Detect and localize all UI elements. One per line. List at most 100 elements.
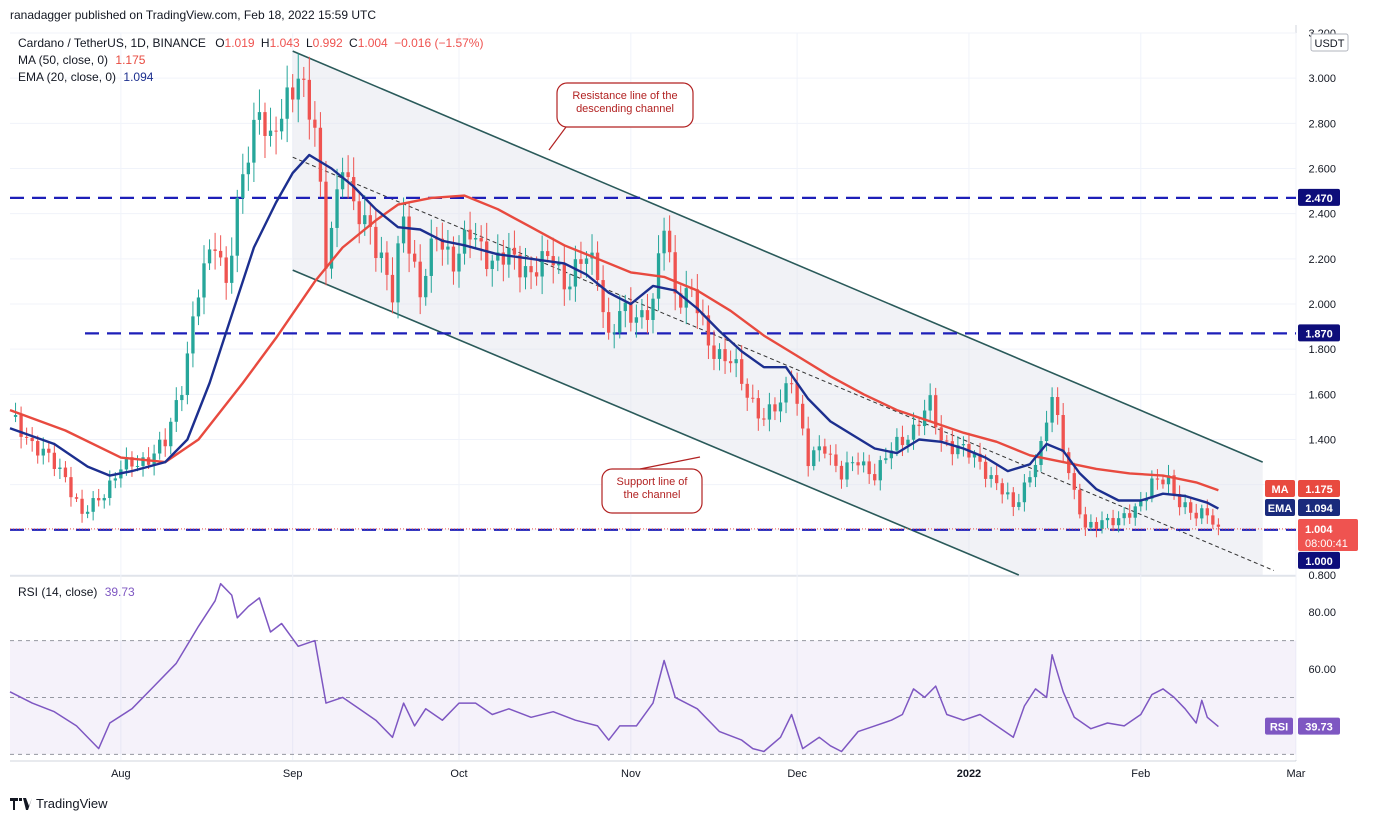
candle (158, 431, 162, 460)
level-1870-badge-bg (1298, 324, 1340, 342)
candle (97, 488, 101, 507)
candle (279, 98, 284, 140)
candle (523, 247, 528, 290)
ohlc-low: 0.992 (312, 36, 343, 50)
ohlc-open-label: O (215, 36, 225, 50)
level-2470-badge-bg (1298, 188, 1340, 206)
candle-body (158, 439, 162, 454)
candle (845, 451, 849, 488)
candle (296, 53, 300, 123)
ema-legend-value: 1.094 (123, 70, 154, 84)
candle (58, 458, 62, 480)
candle (662, 217, 666, 271)
candle (889, 442, 894, 470)
candle (734, 348, 738, 378)
candle-body (1128, 513, 1132, 518)
candle-body (1000, 483, 1004, 495)
candle (762, 407, 766, 427)
time-tick-label: Nov (621, 768, 641, 780)
candle-body (74, 497, 79, 499)
candle-body (274, 130, 278, 132)
candle (1166, 464, 1171, 494)
candle (324, 160, 328, 286)
candle-body (723, 349, 727, 362)
candle (102, 494, 106, 509)
price-tick-label: 2.000 (1308, 299, 1336, 311)
candle (501, 239, 505, 282)
rsi-badge-value-bg (1298, 717, 1340, 735)
candle (352, 157, 356, 211)
candle-body (412, 253, 417, 262)
price-tick-label: 2.400 (1308, 209, 1336, 221)
candle-body (429, 238, 433, 276)
candle-body (983, 461, 988, 479)
ma-badge-value: 1.175 (1305, 484, 1333, 496)
candle (47, 442, 51, 463)
candle (573, 245, 578, 302)
candle-body (1166, 475, 1171, 485)
ohlc-change: −0.016 (−1.57%) (394, 36, 484, 50)
candle (1139, 491, 1143, 512)
candle (795, 372, 799, 416)
candle (934, 387, 938, 435)
candle-body (1116, 518, 1121, 526)
candle-body (63, 467, 68, 478)
candle-body (307, 79, 311, 120)
candle (80, 489, 84, 523)
candle-body (1039, 441, 1043, 465)
candle-body (834, 454, 838, 466)
candle-body (424, 275, 428, 298)
candle (74, 493, 79, 502)
candle (429, 219, 433, 293)
candle (390, 257, 395, 314)
candle (1094, 517, 1099, 538)
candle-body (451, 246, 456, 272)
ohlc-high-label: H (260, 36, 270, 50)
candle (462, 220, 467, 265)
candle-body (1083, 514, 1088, 528)
candle-body (823, 446, 827, 454)
candle-body (473, 238, 478, 240)
candle (379, 236, 384, 273)
candle (562, 246, 566, 306)
candle-body (523, 266, 528, 278)
candle (612, 324, 616, 349)
candle-body (401, 216, 406, 244)
candle-body (257, 112, 262, 120)
price-tick-label: 2.600 (1308, 164, 1336, 176)
candle-body (1216, 524, 1221, 527)
tradingview-brand[interactable]: TradingView (10, 796, 108, 811)
candle (235, 189, 239, 273)
candle (52, 442, 57, 477)
candle-body (684, 288, 688, 308)
candle (1161, 474, 1165, 489)
candle-body (335, 189, 339, 228)
candle (950, 430, 954, 466)
candle-body (279, 118, 284, 132)
candle-body (102, 497, 106, 501)
candle-body (1133, 506, 1137, 518)
candle-body (1061, 415, 1065, 453)
candle (939, 415, 943, 452)
candle-body (579, 259, 583, 264)
candle (329, 221, 334, 279)
candle-body (346, 172, 350, 178)
candle (490, 254, 494, 287)
candle-body (379, 252, 384, 259)
candle-body (878, 460, 882, 481)
candle-body (557, 263, 561, 266)
candle-body (1028, 477, 1032, 483)
ma-legend-value: 1.175 (115, 53, 146, 67)
ohlc-low-label: L (305, 36, 313, 50)
price-tick-label: 1.600 (1308, 389, 1336, 401)
candle (385, 241, 389, 291)
candle (496, 234, 500, 272)
candle-body (363, 215, 367, 225)
candle (418, 244, 422, 315)
candle (529, 256, 533, 290)
candle-body (1072, 473, 1076, 490)
candle-body (1172, 475, 1176, 494)
currency-box (1310, 33, 1349, 52)
candle-body (296, 78, 300, 100)
